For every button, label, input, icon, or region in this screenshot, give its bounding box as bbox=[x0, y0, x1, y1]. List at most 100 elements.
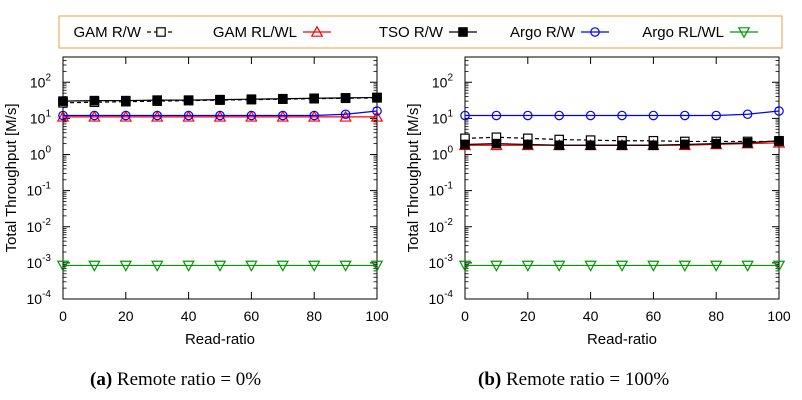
data-point bbox=[339, 260, 352, 272]
y-tick-label: 102 bbox=[30, 72, 52, 90]
x-tick-label: 100 bbox=[365, 308, 389, 324]
data-point bbox=[370, 110, 384, 122]
x-tick-label: 100 bbox=[767, 308, 791, 324]
x-tick-label: 20 bbox=[520, 308, 536, 324]
caption-tag: (a) bbox=[90, 369, 113, 390]
y-tick-label: 10-1 bbox=[429, 181, 454, 199]
data-point bbox=[742, 138, 753, 148]
data-point bbox=[370, 260, 384, 272]
data-point bbox=[742, 109, 753, 120]
legend-label: GAM R/W bbox=[74, 24, 142, 41]
data-point bbox=[711, 110, 721, 121]
data-point bbox=[554, 140, 564, 151]
data-point bbox=[215, 110, 225, 121]
series-4 bbox=[458, 260, 786, 272]
data-point bbox=[245, 110, 258, 122]
data-point bbox=[245, 260, 258, 272]
data-point bbox=[522, 110, 533, 121]
data-point bbox=[647, 260, 660, 272]
data-point bbox=[278, 93, 288, 104]
data-point bbox=[521, 260, 535, 272]
data-point bbox=[774, 135, 784, 146]
legend-marker bbox=[310, 25, 324, 37]
data-point bbox=[183, 95, 194, 105]
data-point bbox=[774, 106, 784, 116]
data-point bbox=[120, 95, 131, 106]
legend-label: TSO R/W bbox=[379, 24, 444, 41]
data-point bbox=[339, 110, 352, 122]
data-point bbox=[56, 110, 70, 122]
data-point bbox=[617, 110, 627, 121]
data-point bbox=[121, 110, 131, 121]
legend-marker bbox=[590, 27, 600, 37]
data-point bbox=[585, 110, 596, 121]
series-2 bbox=[460, 135, 784, 151]
data-point bbox=[458, 260, 472, 272]
data-point bbox=[89, 95, 100, 106]
y-tick-label: 100 bbox=[30, 145, 52, 163]
plot-frame bbox=[62, 56, 378, 300]
series-4 bbox=[56, 260, 384, 272]
data-point bbox=[340, 109, 351, 120]
chart-panel-b: 10-4 10-3 10-2 10-1 100 101 102 0 20 40 60 80 100 Rea… bbox=[405, 56, 791, 348]
data-point bbox=[182, 260, 195, 272]
legend-label: Argo R/W bbox=[510, 24, 576, 41]
data-point bbox=[150, 110, 164, 122]
x-tick-label: 40 bbox=[181, 308, 197, 324]
data-point bbox=[215, 94, 225, 105]
data-point bbox=[88, 260, 101, 272]
data-point bbox=[648, 110, 659, 121]
data-point bbox=[309, 93, 319, 104]
data-point bbox=[89, 110, 100, 121]
data-point bbox=[246, 110, 257, 121]
y-tick-label: 102 bbox=[432, 72, 454, 90]
x-tick-label: 60 bbox=[646, 308, 662, 324]
x-tick-label: 80 bbox=[708, 308, 724, 324]
series-1 bbox=[56, 110, 384, 122]
data-point bbox=[119, 110, 133, 122]
data-point bbox=[152, 95, 162, 105]
legend-box bbox=[58, 15, 783, 49]
plot-frame bbox=[464, 56, 780, 300]
data-point bbox=[554, 110, 564, 121]
legend-label: GAM RL/WL bbox=[213, 24, 297, 41]
caption-text: Remote ratio = 100% bbox=[501, 369, 670, 390]
data-point bbox=[152, 110, 162, 121]
data-point bbox=[372, 92, 382, 103]
series-line bbox=[63, 110, 378, 117]
legend-entry-tso-rw: TSO R/W bbox=[379, 24, 477, 41]
y-tick-label: 10-2 bbox=[27, 217, 52, 235]
data-point bbox=[276, 110, 290, 122]
data-point bbox=[340, 93, 351, 103]
y-tick-label: 10-1 bbox=[27, 181, 52, 199]
legend-entry-gam-rw: GAM R/W bbox=[74, 24, 175, 41]
legend: GAM R/W GAM RL/WL TSO R/W Argo R/W Argo … bbox=[58, 15, 783, 49]
x-tick-label: 0 bbox=[59, 308, 67, 324]
data-point bbox=[372, 106, 382, 116]
series-2 bbox=[58, 92, 382, 106]
legend-label: Argo RL/WL bbox=[642, 24, 724, 41]
data-point bbox=[277, 110, 288, 121]
data-point bbox=[307, 260, 321, 272]
y-tick-label: 100 bbox=[432, 145, 454, 163]
x-axis-label: Read-ratio bbox=[185, 331, 255, 348]
data-point bbox=[522, 139, 533, 150]
caption-text: Remote ratio = 0% bbox=[112, 369, 262, 390]
data-point bbox=[119, 260, 133, 272]
data-point bbox=[741, 260, 754, 272]
legend-entry-argo-rw: Argo R/W bbox=[510, 24, 609, 41]
data-point bbox=[56, 260, 70, 272]
legend-entry-argo-rlwl: Argo RL/WL bbox=[642, 24, 758, 41]
data-point bbox=[648, 140, 659, 151]
data-point bbox=[246, 94, 257, 104]
data-point bbox=[491, 138, 502, 149]
data-point bbox=[460, 139, 470, 150]
caption-b: (b) Remote ratio = 100% bbox=[478, 369, 669, 391]
data-point bbox=[709, 260, 723, 272]
caption-tag: (b) bbox=[478, 369, 502, 390]
y-tick-label: 10-2 bbox=[429, 217, 454, 235]
data-point bbox=[460, 110, 470, 121]
data-point bbox=[491, 110, 502, 121]
y-tick-label: 101 bbox=[432, 108, 454, 126]
data-point bbox=[213, 110, 227, 122]
